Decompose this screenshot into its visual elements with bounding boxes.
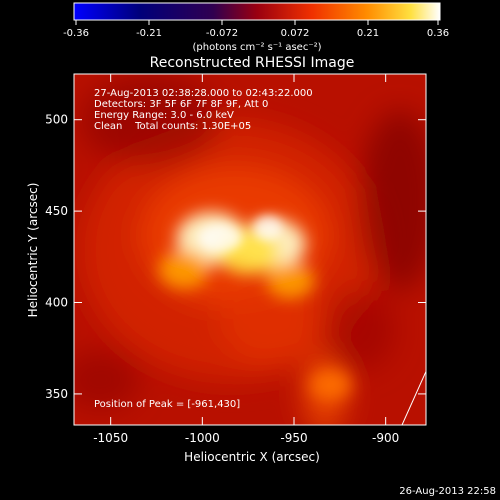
x-tick-label: -1050 (93, 431, 128, 445)
colorbar-tick-label: 0.36 (427, 28, 449, 39)
colorbar-tick-label: 0.072 (281, 28, 310, 39)
y-axis-label: Heliocentric Y (arcsec) (26, 183, 40, 318)
colorbar-unit-label: (photons cm⁻² s⁻¹ asec⁻²) (192, 42, 321, 53)
x-tick-label: -1000 (185, 431, 220, 445)
peak-position-label: Position of Peak = [-961,430] (94, 399, 240, 410)
colorbar-tick-label: -0.072 (206, 28, 238, 39)
clean-counts-label: Clean Total counts: 1.30E+05 (94, 121, 251, 132)
energy-range-label: Energy Range: 3.0 - 6.0 keV (94, 110, 234, 121)
x-axis-label: Heliocentric X (arcsec) (184, 450, 320, 464)
y-tick-label: 400 (45, 296, 68, 310)
chart-title: Reconstructed RHESSI Image (150, 55, 355, 71)
emission-source (266, 262, 315, 299)
y-tick-label: 450 (45, 204, 68, 218)
colorbar-ticks (75, 20, 439, 25)
x-tick-label: -950 (280, 431, 307, 445)
colorbar-tick-label: -0.21 (136, 28, 162, 39)
colorbar-tick-label: -0.36 (63, 28, 89, 39)
y-tick-label: 350 (45, 387, 68, 401)
x-tick-label: -900 (372, 431, 399, 445)
footer-date: 26-Aug-2013 22:58 (399, 486, 496, 497)
detectors-label: Detectors: 3F 5F 6F 7F 8F 9F, Att 0 (94, 99, 268, 110)
axis-ticks: -1050 -1000 -950 -900 350 400 450 500 (45, 74, 426, 445)
colorbar (73, 2, 441, 21)
image-area (74, 74, 426, 425)
emission-source (309, 368, 352, 401)
y-tick-label: 500 (45, 113, 68, 127)
colorbar-tick-label: 0.21 (357, 28, 379, 39)
time-range-label: 27-Aug-2013 02:38:28.000 to 02:43:22.000 (94, 88, 313, 99)
plot-frame (73, 73, 427, 426)
emission-source (158, 250, 210, 289)
